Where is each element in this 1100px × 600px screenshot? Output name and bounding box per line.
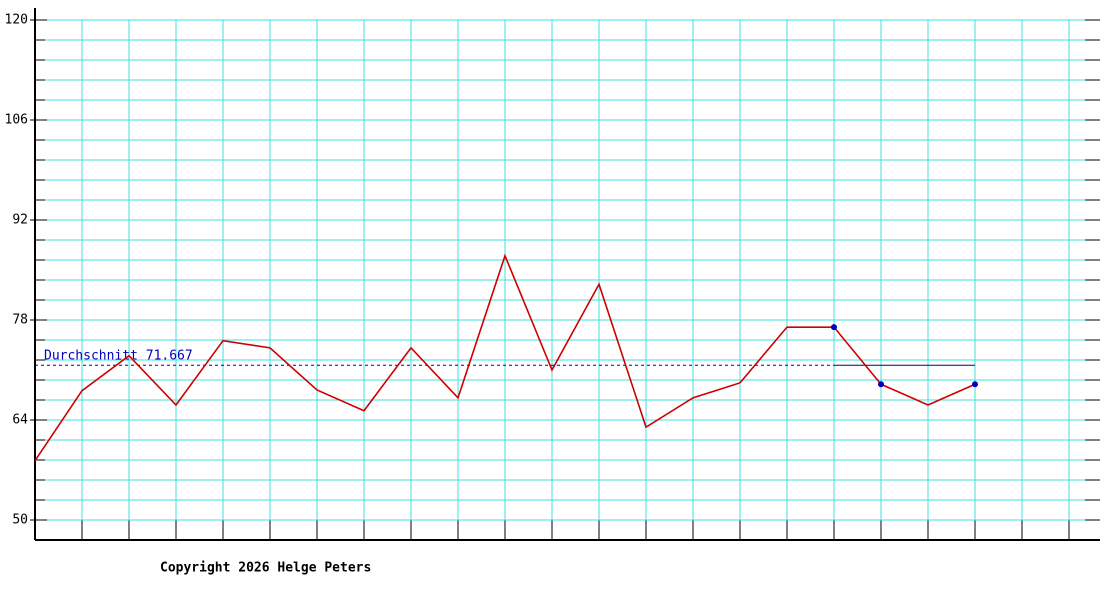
average-label: Durchschnitt 71.667 <box>44 349 193 364</box>
y-tick-label: 78 <box>12 313 28 328</box>
data-line <box>34 253 976 462</box>
y-tick-label: 92 <box>12 213 28 228</box>
footer: Copyright 2026 Helge Peters <box>160 561 371 576</box>
marker <box>831 324 837 331</box>
marker <box>878 381 884 388</box>
marker <box>972 381 978 388</box>
y-tick-label: 64 <box>12 413 28 428</box>
y-tick-label: 120 <box>5 13 28 28</box>
y-tick-label: 50 <box>12 513 28 528</box>
y-tick-label: 106 <box>5 113 28 128</box>
